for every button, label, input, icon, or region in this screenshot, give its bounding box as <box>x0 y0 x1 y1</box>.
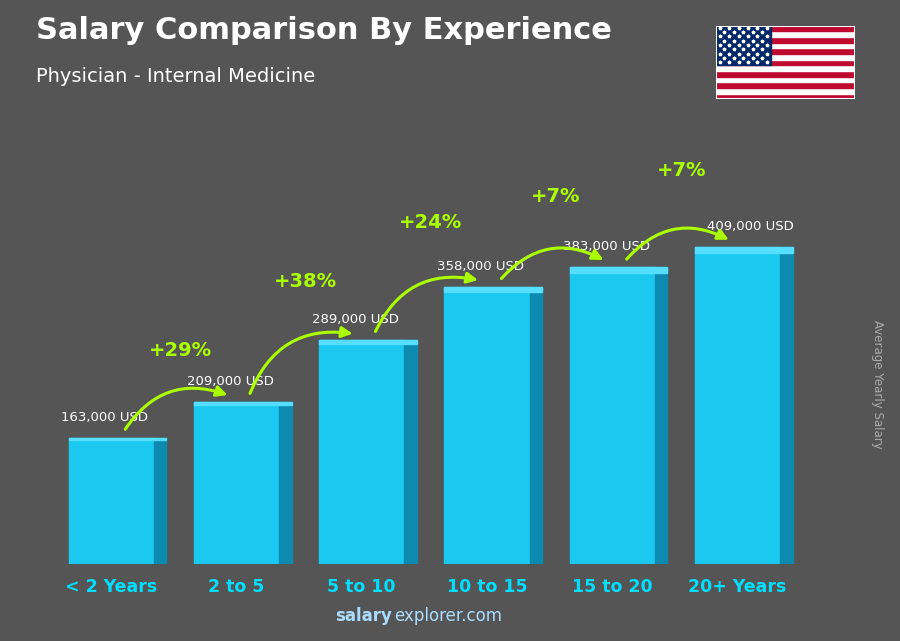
Text: 358,000 USD: 358,000 USD <box>437 260 524 273</box>
Bar <box>716 37 855 43</box>
Text: Average Yearly Salary: Average Yearly Salary <box>871 320 884 449</box>
Bar <box>154 438 166 564</box>
Bar <box>716 60 855 65</box>
FancyArrowPatch shape <box>250 328 349 394</box>
Bar <box>404 340 417 564</box>
Bar <box>194 402 279 564</box>
Text: +7%: +7% <box>531 187 580 206</box>
Bar <box>320 340 417 344</box>
Text: +29%: +29% <box>148 340 211 360</box>
Bar <box>716 94 855 99</box>
Bar <box>68 438 166 440</box>
Bar <box>529 287 542 564</box>
Bar <box>716 26 855 31</box>
Text: +38%: +38% <box>274 272 337 292</box>
Bar <box>716 48 855 54</box>
Bar <box>655 267 668 564</box>
Bar <box>716 82 855 88</box>
Bar <box>716 71 855 77</box>
Bar <box>695 247 793 253</box>
Text: 289,000 USD: 289,000 USD <box>312 313 399 326</box>
Bar <box>194 402 292 405</box>
Text: Salary Comparison By Experience: Salary Comparison By Experience <box>36 16 612 45</box>
Bar <box>716 31 855 37</box>
Bar <box>320 340 404 564</box>
Bar <box>445 287 529 564</box>
Bar <box>716 43 855 48</box>
Bar <box>570 267 655 564</box>
Text: +7%: +7% <box>656 161 706 180</box>
Bar <box>695 247 780 564</box>
Bar <box>716 77 855 82</box>
Bar <box>445 287 542 292</box>
Bar <box>780 247 793 564</box>
FancyArrowPatch shape <box>501 248 600 279</box>
Text: 383,000 USD: 383,000 USD <box>562 240 650 253</box>
FancyArrowPatch shape <box>375 273 474 331</box>
Text: 209,000 USD: 209,000 USD <box>186 375 274 388</box>
Bar <box>716 65 855 71</box>
FancyArrowPatch shape <box>125 387 224 429</box>
Text: explorer.com: explorer.com <box>394 607 502 625</box>
Text: +24%: +24% <box>399 213 463 232</box>
Text: 409,000 USD: 409,000 USD <box>706 221 794 233</box>
Text: Physician - Internal Medicine: Physician - Internal Medicine <box>36 67 315 87</box>
Text: salary: salary <box>335 607 392 625</box>
Bar <box>716 88 855 94</box>
FancyArrowPatch shape <box>626 228 725 259</box>
Text: 163,000 USD: 163,000 USD <box>61 411 148 424</box>
Bar <box>279 402 292 564</box>
Bar <box>570 267 668 273</box>
Bar <box>716 26 771 65</box>
Bar <box>68 438 154 564</box>
Bar <box>716 54 855 60</box>
